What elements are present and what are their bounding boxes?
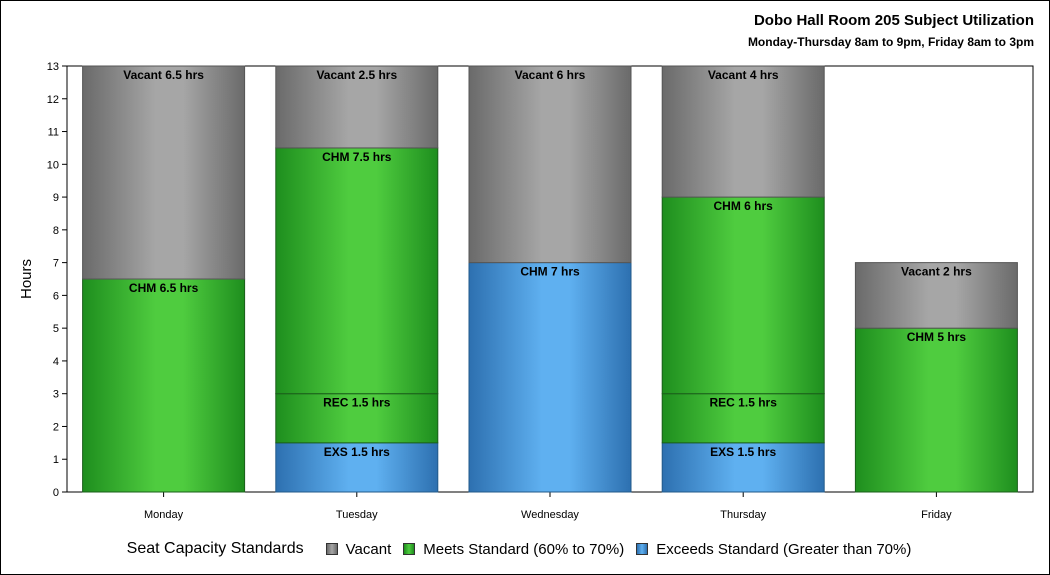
legend-label-exceeds: Exceeds Standard (Greater than 70%) xyxy=(656,540,912,558)
legend-swatch-vacant xyxy=(325,543,338,555)
x-tick-label: Thursday xyxy=(720,509,766,521)
y-tick-label: 1 xyxy=(53,454,59,466)
segment-data-label: CHM 5 hrs xyxy=(907,330,967,344)
segment-data-label: Vacant 2 hrs xyxy=(901,265,972,279)
bar-segment-monday-0 xyxy=(82,278,246,493)
x-tick-label: Monday xyxy=(144,509,184,521)
x-tick-label: Tuesday xyxy=(336,509,378,521)
bar-segment-friday-0 xyxy=(854,327,1018,493)
y-tick-label: 5 xyxy=(53,323,59,335)
legend-swatch-meets xyxy=(403,543,416,555)
y-tick-label: 4 xyxy=(53,356,59,368)
segment-data-label: CHM 6.5 hrs xyxy=(129,281,199,295)
legend-label-vacant: Vacant xyxy=(345,540,392,558)
y-tick-label: 0 xyxy=(53,487,59,499)
y-tick-label: 11 xyxy=(48,127,59,139)
bars: CHM 6.5 hrs Vacant 6.5 hrs EXS 1.5 hrs REC … xyxy=(82,65,1018,493)
bar-segment-tuesday-3 xyxy=(275,65,439,149)
bar-segment-monday-1 xyxy=(82,65,246,280)
segment-data-label: Vacant 6 hrs xyxy=(515,68,586,82)
x-tick-label: Friday xyxy=(921,509,952,521)
legend-item-meets: Meets Standard (60% to 70%) xyxy=(403,541,624,558)
y-tick-label: 13 xyxy=(47,61,59,73)
legend-item-vacant: Vacant xyxy=(325,540,392,558)
legend: Seat Capacity Standards Vacant Meets Sta… xyxy=(0,540,1050,558)
bar-segment-wednesday-1 xyxy=(468,65,632,264)
y-tick-label: 6 xyxy=(53,290,59,302)
y-tick-label: 12 xyxy=(47,94,59,106)
y-tick-label: 7 xyxy=(53,258,59,270)
segment-data-label: Vacant 6.5 hrs xyxy=(123,68,204,82)
segment-data-label: CHM 7 hrs xyxy=(520,265,580,279)
legend-item-exceeds: Exceeds Standard (Greater than 70%) xyxy=(636,541,911,558)
segment-data-label: EXS 1.5 hrs xyxy=(324,445,390,459)
segment-data-label: EXS 1.5 hrs xyxy=(710,445,776,459)
legend-swatch-exceeds xyxy=(636,543,649,555)
bar-segment-thursday-2 xyxy=(661,196,825,395)
x-tick-label: Wednesday xyxy=(521,509,579,521)
y-tick-label: 10 xyxy=(47,159,59,171)
y-tick-label: 8 xyxy=(53,225,59,237)
legend-label-meets: Meets Standard (60% to 70%) xyxy=(423,540,625,558)
y-tick-label: 2 xyxy=(53,421,59,433)
segment-data-label: REC 1.5 hrs xyxy=(323,396,391,410)
y-axis-label: Hours xyxy=(18,259,35,299)
bar-segment-wednesday-0 xyxy=(468,262,632,493)
bar-segment-tuesday-1 xyxy=(275,393,439,444)
y-tick-label: 3 xyxy=(53,389,59,401)
segment-data-label: Vacant 4 hrs xyxy=(708,68,779,82)
chart-title: Dobo Hall Room 205 Subject Utilization xyxy=(753,12,1034,29)
segment-data-label: CHM 6 hrs xyxy=(714,199,774,213)
bar-segment-friday-1 xyxy=(854,262,1018,329)
chart-subtitle: Monday-Thursday 8am to 9pm, Friday 8am t… xyxy=(747,35,1034,49)
y-tick-label: 9 xyxy=(53,192,59,204)
segment-data-label: CHM 7.5 hrs xyxy=(322,150,392,164)
bar-segment-thursday-0 xyxy=(661,442,825,493)
legend-title: Seat Capacity Standards xyxy=(126,540,304,557)
bar-segment-tuesday-0 xyxy=(275,442,439,493)
bar-segment-thursday-3 xyxy=(661,65,825,198)
bar-segment-thursday-1 xyxy=(661,393,825,444)
bar-segment-tuesday-2 xyxy=(275,147,439,395)
segment-data-label: Vacant 2.5 hrs xyxy=(316,68,397,82)
segment-data-label: REC 1.5 hrs xyxy=(710,396,778,410)
